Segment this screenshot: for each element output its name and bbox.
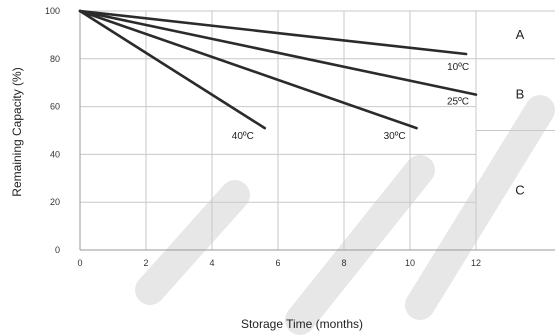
x-tick-label: 2 (143, 258, 148, 268)
y-axis-title: Remaining Capacity (%) (10, 67, 24, 196)
capacity-zones: A B C (476, 27, 555, 197)
series-lines (78, 9, 478, 130)
series-label-3: 30ºC (384, 131, 406, 142)
x-tick-label: 8 (341, 258, 346, 268)
axes: 0 20 40 60 80 100 0 2 4 6 8 10 12 (45, 6, 555, 268)
zone-label-c: C (515, 182, 524, 197)
x-tick-label: 6 (275, 258, 280, 268)
x-tick-label: 10 (405, 258, 415, 268)
y-tick-label: 40 (50, 149, 60, 159)
series-line-3 (78, 9, 418, 130)
x-tick-label: 4 (209, 258, 214, 268)
series-label-2: 25ºC (447, 97, 469, 108)
series-line-4 (78, 9, 267, 130)
y-tick-label: 80 (50, 54, 60, 64)
series-line-1 (78, 9, 468, 56)
y-tick-label: 60 (50, 102, 60, 112)
y-tick-label: 100 (45, 6, 60, 16)
watermark (135, 95, 555, 335)
x-axis-title: Storage Time (months) (241, 317, 363, 331)
series-label-1: 10ºC (447, 62, 469, 73)
zone-label-a: A (516, 27, 525, 42)
grid (80, 10, 555, 250)
series-labels: 10ºC 25ºC 30ºC 40ºC (232, 62, 469, 142)
series-label-4: 40ºC (232, 131, 254, 142)
y-tick-label: 20 (50, 197, 60, 207)
y-tick-label: 0 (55, 245, 60, 255)
x-tick-label: 12 (471, 258, 481, 268)
series-line-2 (78, 9, 478, 96)
x-tick-label: 0 (77, 258, 82, 268)
zone-label-b: B (516, 87, 525, 102)
